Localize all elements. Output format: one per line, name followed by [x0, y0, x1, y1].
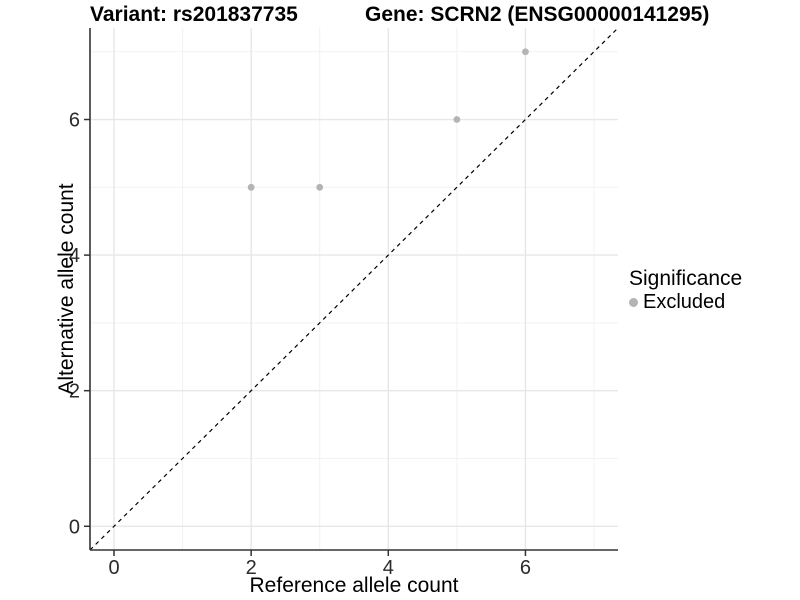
legend-item-label: Excluded [643, 291, 726, 313]
identity-dashed-line [89, 27, 619, 551]
data-point [522, 48, 529, 56]
y-axis-title: Alternative allele count [55, 183, 78, 395]
data-point [247, 183, 255, 191]
plot-title-gene: Gene: SCRN2 (ENSG00000141295) [365, 3, 710, 26]
x-tick-label: 6 [520, 557, 531, 579]
data-point [453, 116, 461, 123]
y-tick-label: 2 [69, 381, 80, 403]
data-point [316, 183, 324, 191]
x-tick-label: 2 [246, 557, 257, 579]
x-axis-title: Reference allele count [249, 574, 459, 597]
y-tick-label: 6 [69, 110, 80, 132]
legend: Significance Excluded [629, 268, 742, 312]
point-marker-icon [629, 297, 638, 307]
plot-title-variant: Variant: rs201837735 [90, 3, 298, 26]
x-tick-label: 4 [383, 557, 394, 579]
y-tick-label: 0 [69, 516, 80, 538]
x-tick-label: 0 [108, 557, 119, 579]
legend-item: Excluded [629, 292, 742, 312]
legend-items: Excluded [629, 292, 742, 312]
legend-title: Significance [629, 267, 743, 290]
y-tick-label: 4 [69, 245, 80, 267]
